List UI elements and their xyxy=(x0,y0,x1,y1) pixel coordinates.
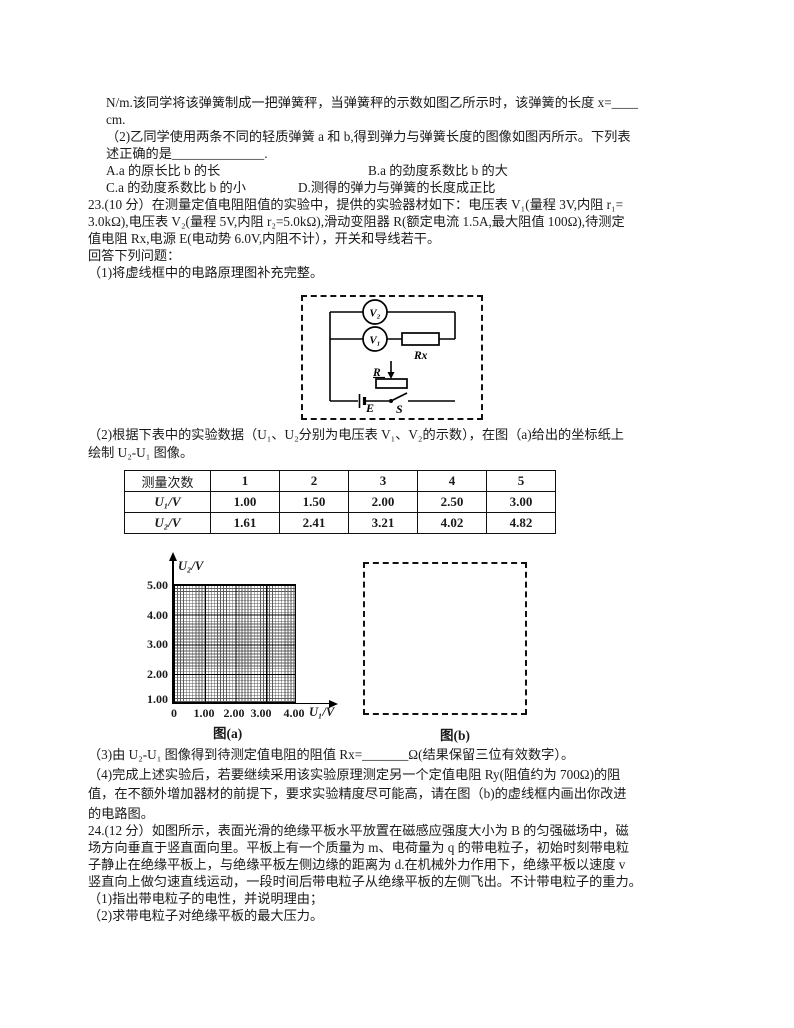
q23-block: 23.(10 分）在测量定值电阻阻值的实验中，提供的实验器材如下：电压表 V₁(… xyxy=(88,196,625,281)
q22-options-row-2: C.a 的劲度系数比 b 的小 D.测得的弹力与弹簧的长度成正比 xyxy=(106,179,638,196)
q22-line: 述正确的是______________. xyxy=(106,146,268,161)
y-tick: 5.00 xyxy=(147,578,168,592)
switch-label: S xyxy=(396,402,403,416)
y-axis-label: U₂/V xyxy=(178,559,204,573)
y-tick: 3.00 xyxy=(147,637,168,651)
q23-part2-line: （2)根据下表中的实验数据（U₁、U₂分别为电压表 V₁、V₂的示数），在图（a… xyxy=(88,427,624,442)
switch-blade xyxy=(390,392,408,402)
q23-part4-line: 的电路图。 xyxy=(88,805,154,821)
q23-line: （1)将虚线框中的电路原理图补充完整。 xyxy=(88,265,324,280)
table-header-cell: 2 xyxy=(279,470,349,492)
q24-line: 24.(12 分）如图所示，表面光滑的绝缘平板水平放置在磁感应强度大小为 B 的… xyxy=(88,823,629,838)
y-tick: 1.00 xyxy=(147,692,168,706)
x-axis xyxy=(172,702,331,705)
q24-line: 子静止在绝缘平板上，与绝缘平板左侧边缘的距离为 d.在机械外力作用下，绝缘平板以… xyxy=(88,857,626,872)
q22-line: N/m.该同学将该弹簧制成一把弹簧秤，当弹簧秤的示数如图乙所示时，该弹簧的长度 … xyxy=(106,95,639,110)
table-header-cell: 4 xyxy=(417,470,487,492)
table-cell: 1.61 xyxy=(210,512,280,534)
rheostat-arrow-head xyxy=(387,372,395,379)
y-tick: 4.00 xyxy=(147,608,168,622)
q24-line: （2)求带电粒子对绝缘平板的最大压力。 xyxy=(88,908,324,923)
x-tick: 2.00 xyxy=(223,706,245,720)
table-header-cell: 5 xyxy=(486,470,556,492)
q23-line: 23.(10 分）在测量定值电阻阻值的实验中，提供的实验器材如下：电压表 V₁(… xyxy=(88,197,624,212)
table-cell: 2.41 xyxy=(279,512,349,534)
y-axis xyxy=(172,558,174,704)
graph-paper-grid xyxy=(173,584,296,703)
q22-block: N/m.该同学将该弹簧制成一把弹簧秤，当弹簧秤的示数如图乙所示时，该弹簧的长度 … xyxy=(106,94,638,196)
option-b: B.a 的劲度系数比 b 的大 xyxy=(368,163,508,178)
voltmeter-v1-label: V₁ xyxy=(369,335,380,347)
table-cell: 1.50 xyxy=(279,491,349,513)
option-a: A.a 的原长比 b 的长 xyxy=(106,163,221,178)
q23-line: 3.0kΩ),电压表 V₂(量程 5V,内阻 r₂=5.0kΩ),滑动变阻器 R… xyxy=(88,214,625,229)
circuit-diagram-frame: V₂ V₁ Rx R E S xyxy=(301,295,483,420)
table-header-cell: 3 xyxy=(348,470,418,492)
x-tick: 0 xyxy=(171,706,177,720)
table-header-cell: 测量次数 xyxy=(124,470,211,492)
voltmeter-v1-icon xyxy=(362,326,388,352)
battery-label: E xyxy=(365,401,374,415)
q23-part4-line: （4)完成上述实验后，若要继续采用该实验原理测定另一个定值电阻 Ry(阻值约为 … xyxy=(88,766,621,782)
circuit-diagram: V₂ V₁ Rx R E S xyxy=(329,299,456,416)
resistor-rx-icon xyxy=(401,332,440,346)
table-cell: 3.21 xyxy=(348,512,418,534)
table-cell: 4.02 xyxy=(417,512,487,534)
table-cell: 4.82 xyxy=(486,512,556,534)
q23-part2-line: 绘制 U₂-U₁ 图像。 xyxy=(88,445,194,460)
x-axis-arrow-icon xyxy=(329,700,338,708)
resistor-rx-label: Rx xyxy=(413,350,428,362)
q23-line: 回答下列问题： xyxy=(88,248,181,263)
table-cell: 2.50 xyxy=(417,491,487,513)
q23-line: 值电阻 Rx,电源 E(电动势 6.0V,内阻不计），开关和导线若干。 xyxy=(88,231,441,246)
q24-block: 24.(12 分）如图所示，表面光滑的绝缘平板水平放置在磁感应强度大小为 B 的… xyxy=(88,822,642,924)
measurement-table: 测量次数 1 2 3 4 5 U₁/V 1.00 1.50 2.00 2.50 … xyxy=(124,470,556,534)
q24-line: 竖直向上做匀速直线运动，一段时间后带电粒子从绝缘平板的左侧飞出。不计带电粒子的重… xyxy=(88,874,642,889)
figure-b-caption: 图(b) xyxy=(440,728,470,743)
option-d: D.测得的弹力与弹簧的长度成正比 xyxy=(298,180,496,195)
table-header-row: 测量次数 1 2 3 4 5 xyxy=(124,470,556,492)
voltmeter-v2-icon xyxy=(362,299,388,325)
y-tick: 2.00 xyxy=(147,667,168,681)
rheostat-label: R xyxy=(372,367,381,379)
q23-part2-block: （2)根据下表中的实验数据（U₁、U₂分别为电压表 V₁、V₂的示数），在图（a… xyxy=(88,426,624,462)
table-cell: 2.00 xyxy=(348,491,418,513)
option-c: C.a 的劲度系数比 b 的小 xyxy=(106,180,246,195)
q23-part34-block: （3)由 U₂-U₁ 图像得到待测定值电阻的阻值 Rx=_______Ω(结果保… xyxy=(88,745,626,823)
table-row-label: U₂/V xyxy=(124,512,211,534)
table-cell: 3.00 xyxy=(486,491,556,513)
table-row-u2: U₂/V 1.61 2.41 3.21 4.02 4.82 xyxy=(124,512,556,534)
q22-line: （2)乙同学使用两条不同的轻质弹簧 a 和 b,得到弹力与弹簧长度的图像如图丙所… xyxy=(106,129,631,144)
rheostat-icon xyxy=(375,378,408,389)
x-tick: 4.00 xyxy=(283,706,305,720)
q22-options-row-1: A.a 的原长比 b 的长 B.a 的劲度系数比 b 的大 xyxy=(106,162,638,179)
table-header-cell: 1 xyxy=(210,470,280,492)
q24-line: 场方向垂直于竖直面向里。平板上有一个质量为 m、电荷量为 q 的带电粒子，初始时… xyxy=(88,840,630,855)
table-cell: 1.00 xyxy=(210,491,280,513)
figure-a-caption: 图(a) xyxy=(213,726,243,741)
x-axis-label: U₁/V xyxy=(309,705,335,719)
q24-line: （1)指出带电粒子的电性，并说明理由； xyxy=(88,891,324,906)
x-tick: 3.00 xyxy=(250,706,272,720)
figure-b-frame xyxy=(363,562,527,715)
voltmeter-v2-label: V₂ xyxy=(369,308,380,320)
table-row-u1: U₁/V 1.00 1.50 2.00 2.50 3.00 xyxy=(124,491,556,513)
table-row-label: U₁/V xyxy=(124,491,211,513)
q23-part4-line: 值，在不额外增加器材的前提下，要求实验精度尽可能高，请在图（b)的虚线框内画出你… xyxy=(88,786,627,801)
x-tick: 1.00 xyxy=(193,706,215,720)
q22-line: cm. xyxy=(106,112,126,127)
y-axis-arrow-icon xyxy=(169,552,177,561)
q23-part3-line: （3)由 U₂-U₁ 图像得到待测定值电阻的阻值 Rx=_______Ω(结果保… xyxy=(88,747,575,762)
